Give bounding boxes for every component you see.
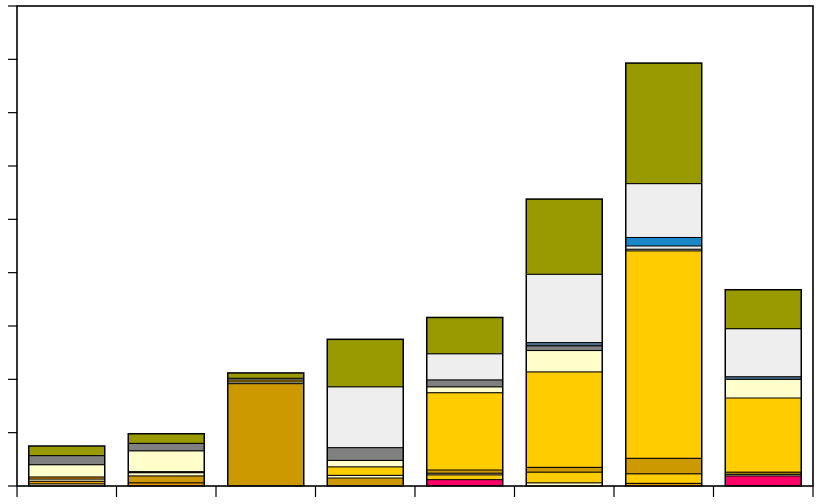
bars-layer [28, 62, 802, 487]
bar-2 [127, 432, 205, 487]
bar-8 [724, 288, 802, 487]
bar-5-segment-7 [426, 379, 504, 388]
bar-5 [426, 316, 504, 487]
bar-6 [525, 198, 603, 487]
bar-4-segment-5 [326, 447, 404, 461]
bar-8-segment-4 [724, 397, 802, 473]
bar-3-segment-5 [227, 372, 305, 379]
bar-6-segment-2 [525, 471, 603, 484]
bar-1 [28, 445, 106, 487]
bar-5-segment-5 [426, 392, 504, 471]
bar-5-segment-8 [426, 353, 504, 381]
bar-6-segment-6 [525, 345, 603, 352]
bar-4-segment-7 [326, 338, 404, 388]
bar-4-segment-1 [326, 477, 404, 487]
bar-7-segment-4 [625, 250, 703, 459]
bar-6-segment-8 [525, 273, 603, 344]
bar-6-segment-3 [525, 466, 603, 473]
bar-1-segment-5 [28, 464, 106, 478]
bar-6-segment-9 [525, 198, 603, 275]
bar-7 [625, 62, 703, 487]
bar-1-segment-6 [28, 455, 106, 466]
bar-4 [326, 338, 404, 487]
bar-7-segment-3 [625, 457, 703, 475]
bar-5-segment-6 [426, 386, 504, 394]
bar-4-segment-6 [326, 386, 404, 449]
bar-3 [227, 372, 305, 487]
bar-6-segment-4 [525, 371, 603, 468]
bar-4-segment-4 [326, 459, 404, 468]
bar-2-segment-6 [127, 442, 205, 452]
bar-5-segment-2 [426, 474, 504, 481]
bar-8-segment-7 [724, 328, 802, 378]
bar-2-segment-7 [127, 433, 205, 444]
bar-8-segment-5 [724, 378, 802, 399]
bar-2-segment-2 [127, 475, 205, 484]
bar-6-segment-5 [525, 350, 603, 373]
bar-7-segment-8 [625, 183, 703, 238]
bar-8-segment-1 [724, 475, 802, 487]
axes-layer [8, 5, 814, 497]
bar-1-segment-7 [28, 445, 106, 457]
bar-5-segment-9 [426, 316, 504, 355]
bar-7-segment-7 [625, 236, 703, 247]
bar-4-segment-3 [326, 466, 404, 476]
bar-8-segment-8 [724, 289, 802, 330]
bar-2-segment-5 [127, 450, 205, 473]
bar-3-segment-1 [227, 383, 305, 487]
bar-5-segment-1 [426, 479, 504, 487]
bar-7-segment-9 [625, 62, 703, 185]
bar-7-segment-2 [625, 473, 703, 484]
